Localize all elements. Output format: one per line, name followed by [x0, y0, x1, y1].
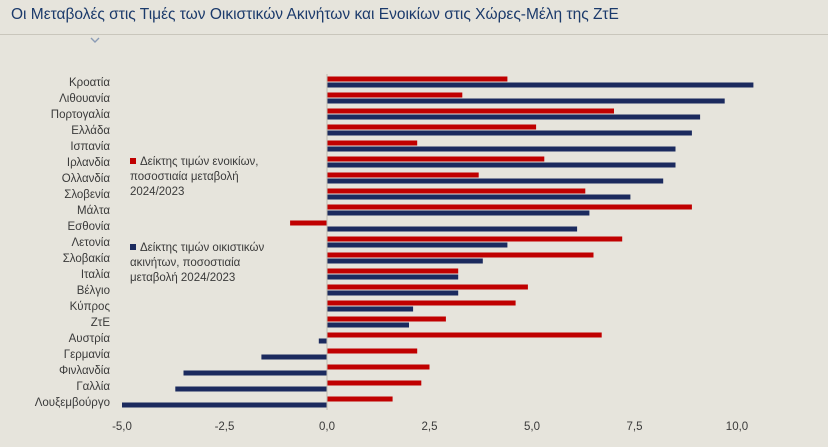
bar-rent	[327, 124, 537, 130]
x-tick-label: 2,5	[422, 421, 438, 433]
legend-swatch-rent	[130, 158, 136, 164]
bar-rent	[327, 268, 459, 274]
bar-rent	[327, 188, 586, 194]
bar-house	[327, 290, 459, 296]
bar-house	[327, 130, 692, 136]
bar-house	[175, 386, 327, 392]
category-label: Βέλγιο	[77, 285, 110, 297]
category-label: Ιταλία	[81, 269, 111, 281]
legend-label-rent: Δείκτης τιμών ενοικίων, ποσοστιαία μεταβ…	[130, 156, 259, 198]
chevron-down-icon	[90, 37, 100, 43]
bar-house	[327, 162, 676, 168]
bar-rent	[327, 140, 418, 146]
bar-rent	[327, 236, 623, 242]
bar-rent	[327, 156, 545, 162]
category-label: Ολλανδία	[62, 173, 111, 185]
bar-rent	[327, 364, 430, 370]
category-label: Φινλανδία	[59, 365, 110, 377]
bar-house	[183, 370, 327, 376]
category-label: Σλοβενία	[64, 189, 110, 201]
legend-item-rent: Δείκτης τιμών ενοικίων, ποσοστιαία μεταβ…	[130, 155, 290, 200]
category-label: Λιθουανία	[59, 93, 110, 105]
bar-rent	[327, 316, 446, 322]
bar-house	[327, 194, 631, 200]
bar-rent	[327, 204, 692, 210]
bar-house	[327, 322, 409, 328]
bar-rent	[327, 396, 393, 402]
bar-house	[327, 258, 483, 264]
category-label: Ιρλανδία	[67, 157, 110, 169]
category-label: Γαλλία	[76, 381, 110, 393]
bar-rent	[327, 380, 422, 386]
category-label: Μάλτα	[77, 205, 110, 217]
bar-house	[327, 210, 590, 216]
category-label: Λουξεμβούργο	[35, 397, 110, 409]
bar-rent	[327, 108, 614, 114]
bar-house	[327, 82, 754, 88]
x-tick-label: -2,5	[215, 421, 235, 433]
bar-house	[318, 338, 327, 344]
category-label: Ελλάδα	[71, 125, 110, 137]
x-tick-label: 5,0	[524, 421, 540, 433]
x-tick-label: 0,0	[319, 421, 335, 433]
x-tick-label: 7,5	[627, 421, 643, 433]
bar-rent	[327, 252, 594, 258]
bar-house	[327, 274, 459, 280]
legend-swatch-house	[130, 244, 136, 250]
bar-rent	[327, 348, 418, 354]
bar-rent	[327, 76, 508, 82]
bar-rent	[327, 172, 479, 178]
bar-house	[327, 98, 725, 104]
category-label: Εσθονία	[67, 221, 110, 233]
legend-label-house: Δείκτης τιμών οικιστικών ακινήτων, ποσοσ…	[130, 242, 265, 284]
bar-house	[122, 402, 327, 408]
category-label: ΖτΕ	[91, 317, 111, 329]
category-label: Αυστρία	[69, 333, 111, 345]
bar-house	[327, 226, 578, 232]
bar-house	[327, 178, 664, 184]
category-label: Κύπρος	[70, 301, 111, 313]
bar-rent	[327, 284, 528, 290]
category-label: Γερμανία	[64, 349, 111, 361]
x-tick-label: 10,0	[726, 421, 748, 433]
bar-rent	[327, 300, 516, 306]
bar-rent	[290, 220, 327, 226]
legend-item-house: Δείκτης τιμών οικιστικών ακινήτων, ποσοσ…	[130, 241, 290, 286]
bar-house	[327, 114, 701, 120]
bar-house	[261, 354, 327, 360]
category-label: Ισπανία	[70, 141, 110, 153]
x-tick-label: -5,0	[112, 421, 132, 433]
bar-rent	[327, 92, 463, 98]
category-label: Κροατία	[69, 77, 110, 89]
title-divider	[0, 34, 828, 35]
bar-house	[327, 306, 414, 312]
bar-rent	[327, 332, 602, 338]
category-label: Πορτογαλία	[51, 109, 111, 121]
chart-title: Οι Μεταβολές στις Τιμές των Οικιστικών Α…	[11, 6, 619, 23]
category-label: Λετονία	[71, 237, 110, 249]
category-label: Σλοβακία	[63, 253, 111, 265]
bar-house	[327, 242, 508, 248]
bar-house	[327, 146, 676, 152]
